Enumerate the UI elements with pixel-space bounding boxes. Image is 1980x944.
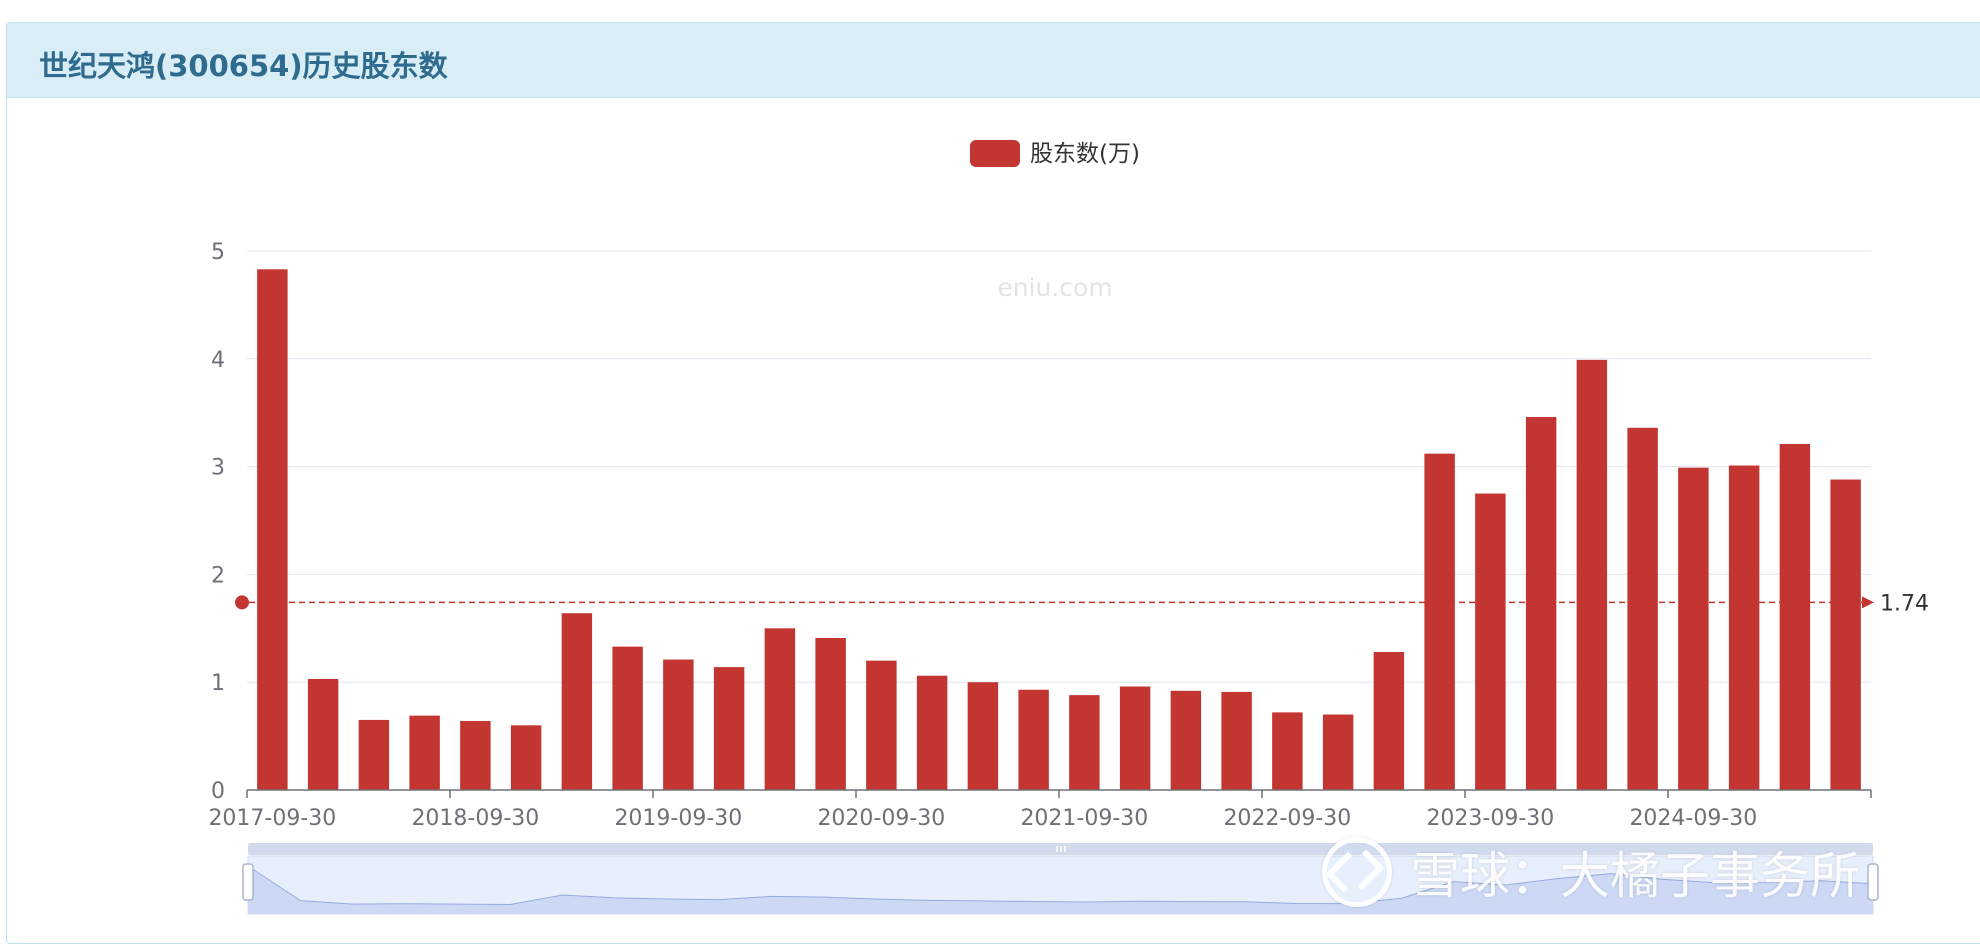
y-tick-label: 0 [211, 779, 225, 804]
x-tick-label: 2020-09-30 [817, 806, 945, 831]
x-tick-label: 2018-09-30 [411, 806, 539, 831]
bar [1475, 493, 1506, 790]
mark-line-label: 1.74 [1880, 591, 1929, 616]
y-axis-ticks: 0 1 2 3 4 5 [211, 240, 225, 804]
bar [612, 646, 643, 790]
legend-label: 股东数(万) [1030, 141, 1140, 167]
bar [916, 675, 948, 790]
y-tick-label: 3 [211, 456, 225, 481]
bar [1119, 686, 1151, 790]
x-tick-label: 2023-09-30 [1426, 806, 1554, 831]
bar [1221, 691, 1252, 790]
bar [409, 715, 440, 790]
xueqiu-watermark-text: 雪球：大橘子事务所 [1410, 847, 1860, 905]
bar [1576, 359, 1608, 790]
panel-header: 世纪天鸿(300654)历史股东数 [7, 23, 1980, 98]
bar [510, 725, 542, 790]
bar [1779, 443, 1811, 790]
bar [713, 667, 745, 790]
bar [561, 613, 593, 790]
x-tick-label: 2017-09-30 [208, 806, 336, 831]
x-tick-label: 2024-09-30 [1629, 806, 1757, 831]
bar [1424, 453, 1455, 790]
mark-line-arrow [1862, 596, 1874, 609]
y-tick-label: 2 [211, 563, 225, 588]
y-tick-label: 4 [211, 348, 225, 373]
x-axis: 2017-09-30 2018-09-30 2019-09-30 2020-09-30… [208, 789, 1872, 831]
page-title: 世纪天鸿(300654)历史股东数 [39, 49, 448, 83]
bar [967, 682, 999, 790]
bar [1069, 695, 1100, 790]
x-tick-label: 2021-09-30 [1020, 806, 1148, 831]
legend-swatch [970, 140, 1020, 167]
bar [1627, 427, 1658, 790]
x-tick-label: 2019-09-30 [614, 806, 742, 831]
xueqiu-logo-icon [1322, 837, 1392, 907]
site-watermark: eniu.com [997, 273, 1112, 302]
bar [358, 719, 390, 790]
bar [1322, 714, 1354, 790]
y-tick-label: 5 [211, 240, 225, 265]
bar [866, 660, 897, 790]
bar [1373, 652, 1405, 790]
bar [1525, 417, 1557, 790]
legend[interactable]: 股东数(万) [970, 140, 1140, 167]
bar-series [257, 269, 1861, 790]
bar [1728, 465, 1760, 790]
zoom-handle-right [1867, 863, 1879, 901]
bar [1170, 690, 1202, 790]
xueqiu-watermark: 雪球：大橘子事务所 [1322, 836, 1860, 908]
bar [663, 659, 694, 790]
bar [1678, 467, 1709, 790]
bar [764, 628, 796, 790]
bar [460, 721, 491, 790]
x-tick-label: 2022-09-30 [1223, 806, 1351, 831]
y-tick-label: 1 [211, 671, 225, 696]
bar [1272, 712, 1303, 790]
bar [307, 678, 339, 790]
bar [1018, 689, 1049, 790]
zoom-preview-line [247, 865, 1874, 906]
data-zoom-slider[interactable] [242, 843, 1879, 915]
bar [815, 638, 846, 790]
zoom-handle-left [242, 863, 254, 901]
zoom-preview-area [248, 866, 1873, 914]
mark-line-start-dot [235, 595, 249, 610]
average-mark-line: 1.74 [235, 591, 1929, 616]
bar [257, 269, 288, 790]
bar [1830, 479, 1861, 790]
